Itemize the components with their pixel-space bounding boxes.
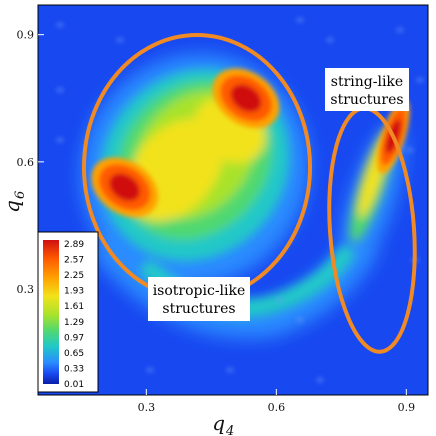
string-annotation-line-2: structures (330, 92, 403, 108)
isotropic-annotation: isotropic-like structures (148, 277, 250, 321)
y-axis-label: q 6 (0, 191, 28, 213)
colorbar-label: 2.25 (64, 271, 84, 281)
background-speckle (416, 77, 424, 83)
background-speckle (316, 377, 324, 383)
background-speckle (116, 37, 124, 43)
x-tick-label: 0.6 (268, 401, 286, 414)
colorbar-label: 1.93 (64, 287, 84, 297)
background-speckle (56, 137, 64, 143)
x-axis-label-sub: 4 (225, 424, 234, 436)
y-axis-label-sub: 6 (13, 191, 28, 199)
colorbar-label: 2.89 (64, 240, 84, 250)
peak-max-1 (109, 173, 141, 202)
colorbar-labels: 2.89 2.57 2.25 1.93 1.61 1.29 0.97 0.65 0.33 0.01 (64, 240, 84, 390)
x-axis-label: q 4 (212, 411, 234, 436)
y-tick-label: 0.9 (17, 29, 35, 42)
string-annotation: string-like structures (325, 68, 409, 111)
x-tick-label: 0.3 (138, 401, 156, 414)
x-tick-label: 0.9 (398, 401, 416, 414)
background-speckle (296, 17, 304, 23)
y-axis-label-main: q (0, 200, 24, 213)
string-annotation-line-1: string-like (331, 74, 403, 90)
background-speckle (406, 147, 414, 153)
background-speckle (56, 22, 64, 28)
y-tick-label: 0.6 (17, 156, 35, 169)
colorbar-label: 1.29 (64, 318, 84, 328)
y-tick-label: 0.3 (17, 283, 35, 296)
colorbar-label: 0.97 (64, 333, 84, 343)
isotropic-annotation-box (148, 277, 250, 321)
colorbar-label: 0.65 (64, 349, 84, 359)
colorbar-label: 2.57 (64, 256, 84, 266)
colorbar-label: 1.61 (64, 302, 84, 312)
colorbar-label: 0.33 (64, 364, 84, 374)
background-speckle (326, 37, 334, 43)
isotropic-annotation-line-2: structures (162, 301, 235, 317)
background-speckle (226, 367, 234, 373)
background-speckle (296, 317, 304, 323)
colorbar-gradient (43, 240, 59, 384)
isotropic-annotation-line-1: isotropic-like (153, 283, 246, 299)
background-speckle (276, 297, 284, 303)
x-axis-label-main: q (212, 411, 225, 435)
background-speckle (146, 367, 154, 373)
colorbar-label: 0.01 (64, 380, 84, 390)
plot-frame (37, 4, 429, 396)
background-speckle (56, 87, 64, 93)
colorbar: 2.89 2.57 2.25 1.93 1.61 1.29 0.97 0.65 0.33 0.01 (37, 231, 99, 393)
axis-ticks: 0.3 0.6 0.9 0.3 0.6 0.9 (17, 29, 416, 414)
background-speckle (396, 27, 404, 33)
peak-max-0 (230, 84, 262, 113)
string-annotation-box (325, 68, 409, 111)
